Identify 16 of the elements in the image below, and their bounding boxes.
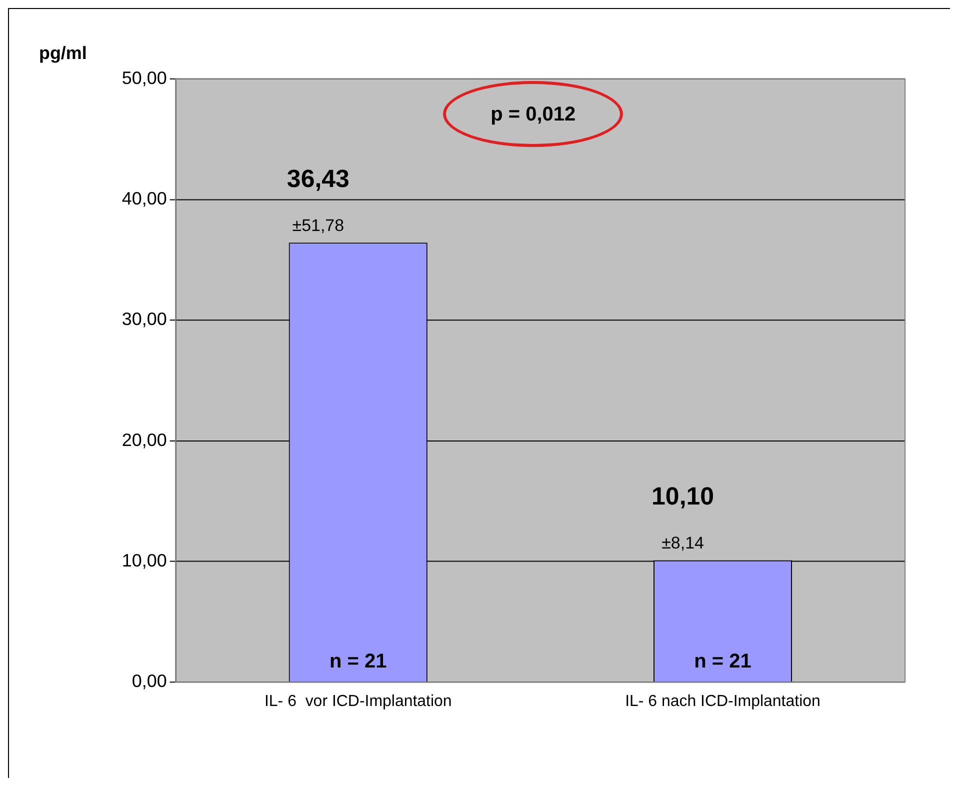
annotation: ±8,14 [662, 533, 704, 552]
annotation: p = 0,012 [490, 104, 576, 126]
annotation: n = 21 [694, 650, 752, 673]
y-tick-label: 50,00 [122, 68, 167, 88]
y-tick-label: 0,00 [132, 671, 167, 692]
annotation: n = 21 [330, 650, 387, 673]
y-tick-label: 30,00 [122, 309, 167, 330]
x-tick-label: IL- 6 nach ICD-Implantation [625, 693, 820, 710]
y-tick-label: 20,00 [122, 430, 167, 450]
y-axis-title: pg/ml [38, 42, 87, 63]
x-tick-label: IL- 6 vor ICD-Implantation [264, 693, 452, 710]
y-tick-label: 10,00 [122, 550, 167, 570]
y-tick-label: 40,00 [122, 188, 167, 209]
data-label: 10,10 [652, 482, 714, 511]
annotation: ±51,78 [292, 216, 344, 235]
data-label: 36,43 [286, 165, 350, 194]
